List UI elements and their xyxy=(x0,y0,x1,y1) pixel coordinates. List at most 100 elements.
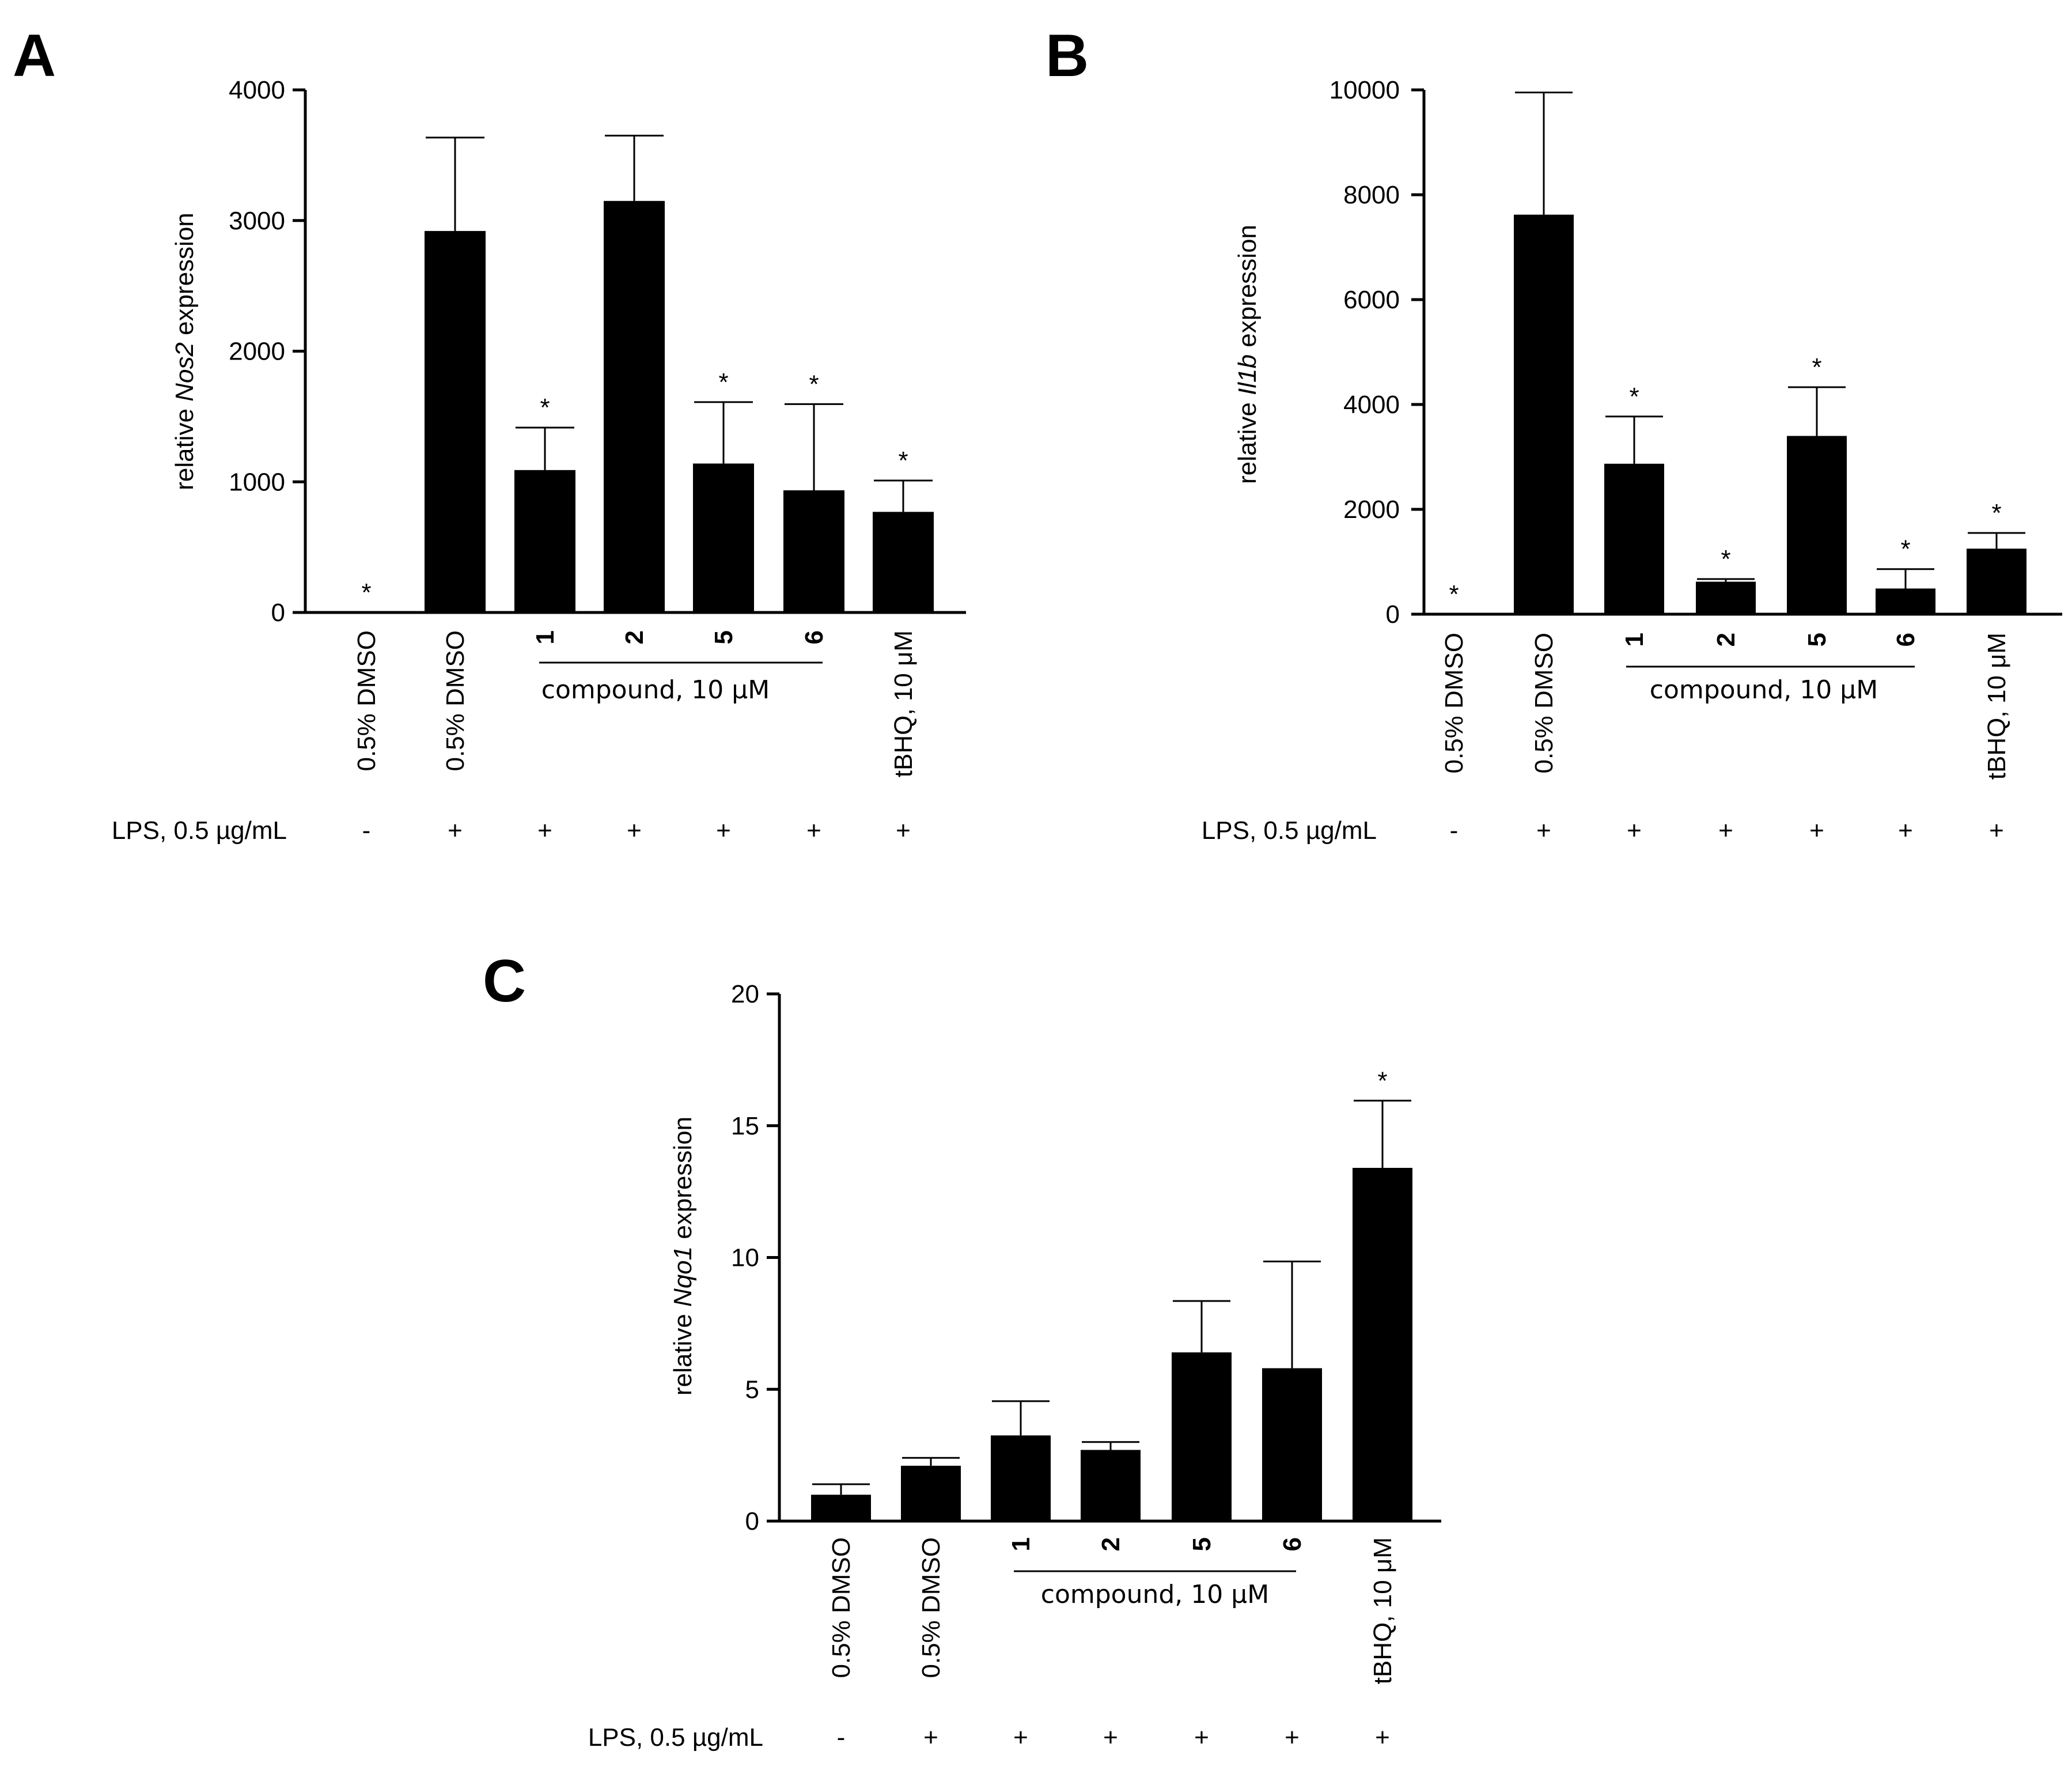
category-label: 0.5% DMSO xyxy=(1530,633,1558,774)
y-axis-label: relative Nos2 expression xyxy=(171,213,199,490)
category-label: 6 xyxy=(1892,633,1920,646)
y-tick-label: 15 xyxy=(731,1112,759,1140)
bar xyxy=(604,201,665,612)
category-label: 1 xyxy=(531,630,559,644)
y-ticks: 0 1000 2000 3000 4000 xyxy=(229,76,305,627)
category-label: tBHQ, 10 μM xyxy=(1983,633,2011,780)
y-tick-label: 2000 xyxy=(1343,496,1400,524)
lps-sign: + xyxy=(923,1723,938,1752)
bar xyxy=(1967,549,2026,614)
category-label: 5 xyxy=(710,630,738,644)
category-label: 2 xyxy=(1712,633,1740,646)
lps-sign: + xyxy=(716,816,731,845)
category-labels: 0.5% DMSO - 0.5% DMSO +1 +2 +5 +6 + tBHQ, 10 μM + xyxy=(353,630,918,845)
category-label: 0.5% DMSO xyxy=(827,1537,855,1678)
group-label: compound, 10 µM xyxy=(1650,675,1878,705)
lps-sign: - xyxy=(1450,816,1459,845)
lps-sign: - xyxy=(362,816,371,845)
lps-sign: + xyxy=(1718,816,1733,845)
category-label: 0.5% DMSO xyxy=(441,630,469,771)
bar xyxy=(693,463,754,612)
lps-sign: + xyxy=(1989,816,2004,845)
y-tick-label: 3000 xyxy=(229,207,285,235)
significance-star: * xyxy=(1900,535,1910,563)
category-label: 0.5% DMSO xyxy=(353,630,381,771)
y-tick-label: 0 xyxy=(1386,600,1400,629)
bar xyxy=(514,470,575,612)
significance-star: * xyxy=(1721,545,1730,573)
y-axis-label: relative Il1b expression xyxy=(1233,225,1262,484)
bar xyxy=(1172,1352,1232,1521)
lps-sign: - xyxy=(837,1723,846,1752)
lps-sign: + xyxy=(1013,1723,1028,1752)
bar xyxy=(783,490,844,612)
y-tick-label: 10 xyxy=(731,1244,759,1272)
significance-star: * xyxy=(1991,499,2001,527)
category-label: 0.5% DMSO xyxy=(917,1537,945,1678)
group-label: compound, 10 µM xyxy=(541,675,770,705)
panel-c: C 0 5 10 15 20 * 0.5% DMSO - 0.5% DMSO +1 +2 +5 +6… xyxy=(483,948,1441,1752)
lps-row-label: LPS, 0.5 µg/mL xyxy=(588,1723,763,1752)
lps-sign: + xyxy=(1627,816,1642,845)
category-label: tBHQ, 10 μM xyxy=(1369,1537,1397,1684)
significance-star: * xyxy=(718,368,728,396)
panel-b: B 0 2000 4000 6000 8000 10000 * * * * * * 0.5% DMS… xyxy=(1046,22,2062,845)
lps-sign: + xyxy=(1809,816,1824,845)
significance-star: * xyxy=(540,394,550,422)
category-label: 2 xyxy=(1097,1537,1125,1551)
significance-star: * xyxy=(1377,1066,1387,1095)
lps-sign: + xyxy=(627,816,642,845)
panel-label: C xyxy=(483,948,526,1015)
lps-sign: + xyxy=(1536,816,1551,845)
lps-sign: + xyxy=(1285,1723,1300,1752)
bar xyxy=(1262,1368,1322,1521)
category-label: 6 xyxy=(800,630,828,644)
category-labels: 0.5% DMSO - 0.5% DMSO +1 +2 +5 +6 + tBHQ, 10 μM + xyxy=(1440,633,2011,845)
lps-sign: + xyxy=(448,816,463,845)
y-tick-label: 0 xyxy=(745,1507,759,1535)
y-ticks: 0 5 10 15 20 xyxy=(731,980,779,1535)
bar xyxy=(873,512,934,612)
panel-label: A xyxy=(13,22,56,89)
y-tick-label: 20 xyxy=(731,980,759,1008)
category-label: 5 xyxy=(1188,1537,1216,1551)
category-label: 0.5% DMSO xyxy=(1440,633,1468,774)
y-tick-label: 0 xyxy=(271,599,285,627)
lps-row-label: LPS, 0.5 µg/mL xyxy=(112,816,287,845)
lps-sign: + xyxy=(896,816,911,845)
bar xyxy=(811,1495,871,1521)
bar xyxy=(1787,436,1847,614)
category-label: 5 xyxy=(1803,633,1831,646)
bar xyxy=(425,230,486,612)
category-label: 1 xyxy=(1620,633,1649,646)
y-tick-label: 10000 xyxy=(1329,76,1400,104)
lps-sign: + xyxy=(537,816,552,845)
bar xyxy=(1514,214,1574,615)
significance-star: * xyxy=(1629,383,1639,411)
y-tick-label: 4000 xyxy=(1343,391,1400,419)
significance-star: * xyxy=(898,447,908,475)
y-tick-label: 2000 xyxy=(229,338,285,366)
category-label: 2 xyxy=(620,630,649,644)
bar xyxy=(901,1465,961,1521)
bar xyxy=(1876,588,1935,614)
category-label: 6 xyxy=(1278,1537,1306,1551)
lps-sign: + xyxy=(806,816,821,845)
bar xyxy=(1353,1167,1412,1521)
lps-sign: + xyxy=(1103,1723,1118,1752)
significance-star: * xyxy=(809,370,819,398)
category-label: 1 xyxy=(1007,1537,1035,1551)
category-label: tBHQ, 10 μM xyxy=(889,630,918,777)
bar xyxy=(991,1435,1051,1521)
y-tick-label: 4000 xyxy=(229,76,285,104)
significance-star: * xyxy=(1812,353,1821,381)
bar xyxy=(1696,581,1756,614)
bars: * xyxy=(811,1066,1412,1521)
y-tick-label: 8000 xyxy=(1343,181,1400,209)
bar xyxy=(1081,1450,1141,1521)
lps-sign: + xyxy=(1898,816,1913,845)
group-label: compound, 10 µM xyxy=(1041,1580,1269,1609)
lps-row-label: LPS, 0.5 µg/mL xyxy=(1202,816,1377,845)
